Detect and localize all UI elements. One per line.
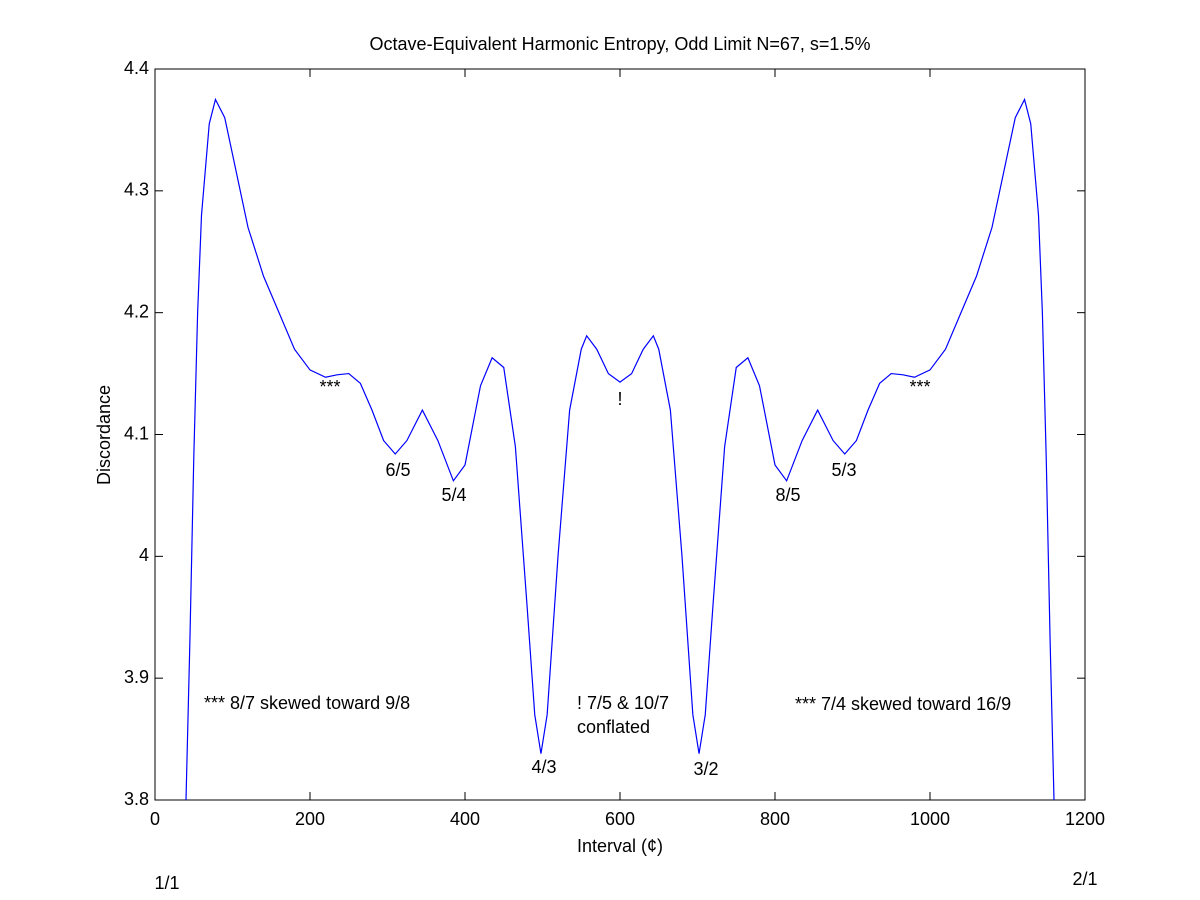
annotation: ! bbox=[617, 389, 622, 409]
y-tick-label: 4.1 bbox=[124, 423, 149, 443]
x-tick-label: 1000 bbox=[910, 809, 950, 829]
annotation: 2/1 bbox=[1072, 869, 1097, 889]
y-tick-label: 4 bbox=[139, 545, 149, 565]
annotation: 5/4 bbox=[441, 485, 466, 505]
annotation: 6/5 bbox=[385, 460, 410, 480]
y-axis-label: Discordance bbox=[94, 385, 114, 485]
y-tick-label: 3.9 bbox=[124, 667, 149, 687]
annotation: conflated bbox=[577, 717, 650, 737]
annotation: *** bbox=[319, 377, 340, 397]
y-tick-label: 4.3 bbox=[124, 180, 149, 200]
x-tick-label: 400 bbox=[450, 809, 480, 829]
x-tick-label: 1200 bbox=[1065, 809, 1105, 829]
annotation: *** bbox=[909, 377, 930, 397]
x-axis-label: Interval (¢) bbox=[577, 836, 663, 856]
annotation: ! 7/5 & 10/7 bbox=[577, 693, 669, 713]
annotation: 8/5 bbox=[775, 485, 800, 505]
annotation: *** 8/7 skewed toward 9/8 bbox=[204, 693, 410, 713]
data-line bbox=[185, 97, 1055, 801]
annotation: 3/2 bbox=[693, 759, 718, 779]
y-tick-label: 4.2 bbox=[124, 301, 149, 321]
x-tick-label: 600 bbox=[605, 809, 635, 829]
x-tick-label: 200 bbox=[295, 809, 325, 829]
chart-title: Octave-Equivalent Harmonic Entropy, Odd … bbox=[370, 34, 871, 54]
annotation: *** 7/4 skewed toward 16/9 bbox=[795, 694, 1011, 714]
x-tick-label: 0 bbox=[150, 809, 160, 829]
y-tick-label: 3.8 bbox=[124, 789, 149, 809]
annotation: 5/3 bbox=[831, 460, 856, 480]
y-tick-label: 4.4 bbox=[124, 58, 149, 78]
annotation: 1/1 bbox=[154, 873, 179, 893]
annotation: 4/3 bbox=[531, 757, 556, 777]
x-tick-label: 800 bbox=[760, 809, 790, 829]
